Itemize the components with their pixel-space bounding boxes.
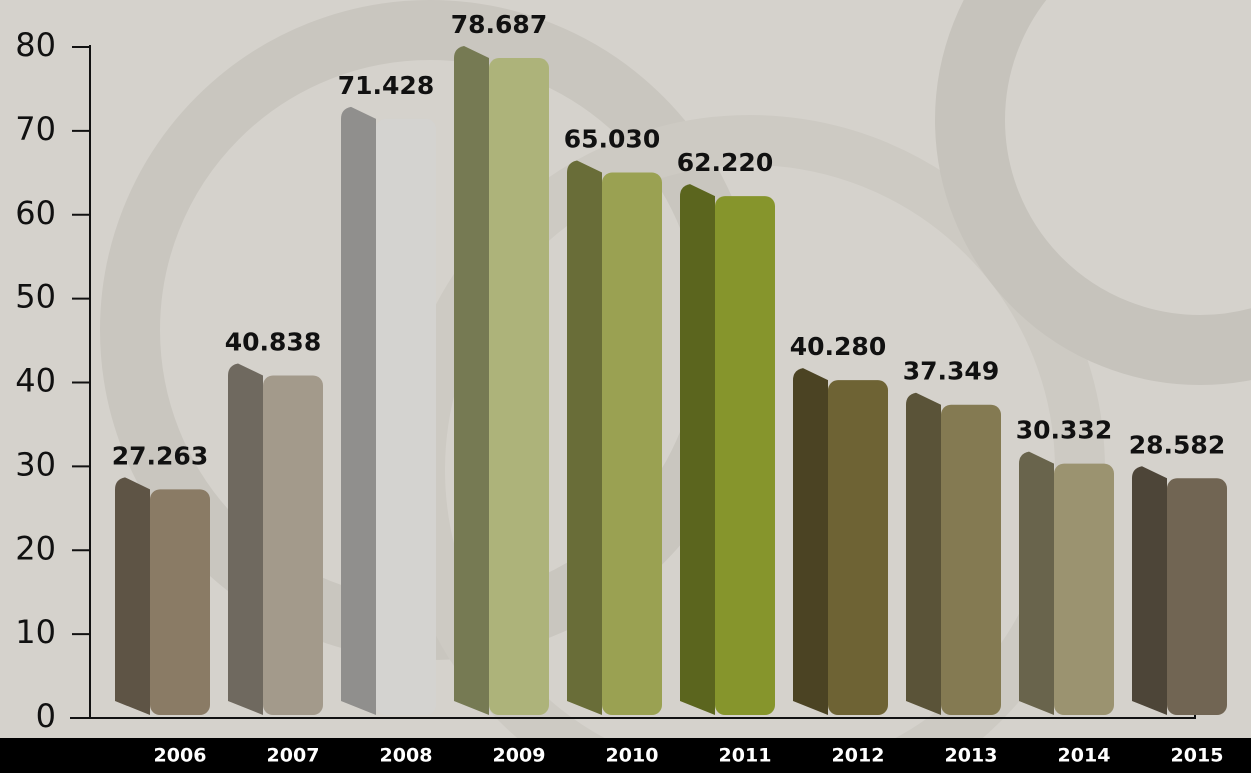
x-tick-label: 2010 — [606, 745, 659, 767]
y-tick-label: 70 — [15, 110, 56, 148]
x-tick-label: 2014 — [1058, 745, 1111, 767]
value-label: 30.332 — [1016, 416, 1112, 445]
x-tick-label: 2006 — [154, 745, 207, 767]
bar-side — [454, 46, 489, 715]
bar-side — [906, 392, 941, 715]
bar — [715, 196, 775, 715]
value-label: 27.263 — [112, 441, 208, 470]
bar — [1167, 478, 1227, 715]
x-band — [0, 738, 1251, 773]
y-tick-label: 0 — [36, 697, 56, 735]
x-tick-label: 2013 — [945, 745, 998, 767]
y-tick-label: 40 — [15, 362, 56, 400]
bar-side — [115, 477, 150, 715]
value-label: 28.582 — [1129, 430, 1225, 459]
bar — [489, 58, 549, 715]
value-label: 40.838 — [225, 327, 321, 356]
value-label: 78.687 — [451, 10, 547, 39]
y-tick-label: 10 — [15, 613, 56, 651]
bar — [1054, 463, 1114, 715]
value-label: 40.280 — [790, 332, 886, 361]
bar-side — [567, 160, 602, 715]
x-tick-label: 2009 — [493, 745, 546, 767]
bar — [941, 404, 1001, 715]
y-tick-label: 80 — [15, 26, 56, 64]
y-tick-label: 50 — [15, 278, 56, 316]
x-tick-label: 2011 — [719, 745, 772, 767]
x-tick-label: 2012 — [832, 745, 885, 767]
x-tick-label: 2007 — [267, 745, 320, 767]
x-tick-label: 2015 — [1171, 745, 1224, 767]
bar — [828, 380, 888, 715]
bar-side — [341, 106, 376, 716]
value-label: 71.428 — [338, 71, 434, 100]
y-tick-label: 60 — [15, 194, 56, 232]
value-label: 65.030 — [564, 125, 660, 154]
bar-side — [228, 363, 263, 715]
bar — [376, 118, 436, 716]
tire-decor — [935, 0, 1251, 385]
x-tick-label: 2008 — [380, 745, 433, 767]
bar — [602, 172, 662, 715]
bar-side — [1019, 451, 1054, 715]
y-tick-label: 30 — [15, 445, 56, 483]
y-tick-label: 20 — [15, 529, 56, 567]
value-label: 37.349 — [903, 357, 999, 386]
bar-side — [680, 184, 715, 715]
bar — [150, 489, 210, 715]
bar-side — [793, 368, 828, 715]
bar — [263, 375, 323, 715]
value-label: 62.220 — [677, 148, 773, 177]
bar-side — [1132, 466, 1167, 715]
